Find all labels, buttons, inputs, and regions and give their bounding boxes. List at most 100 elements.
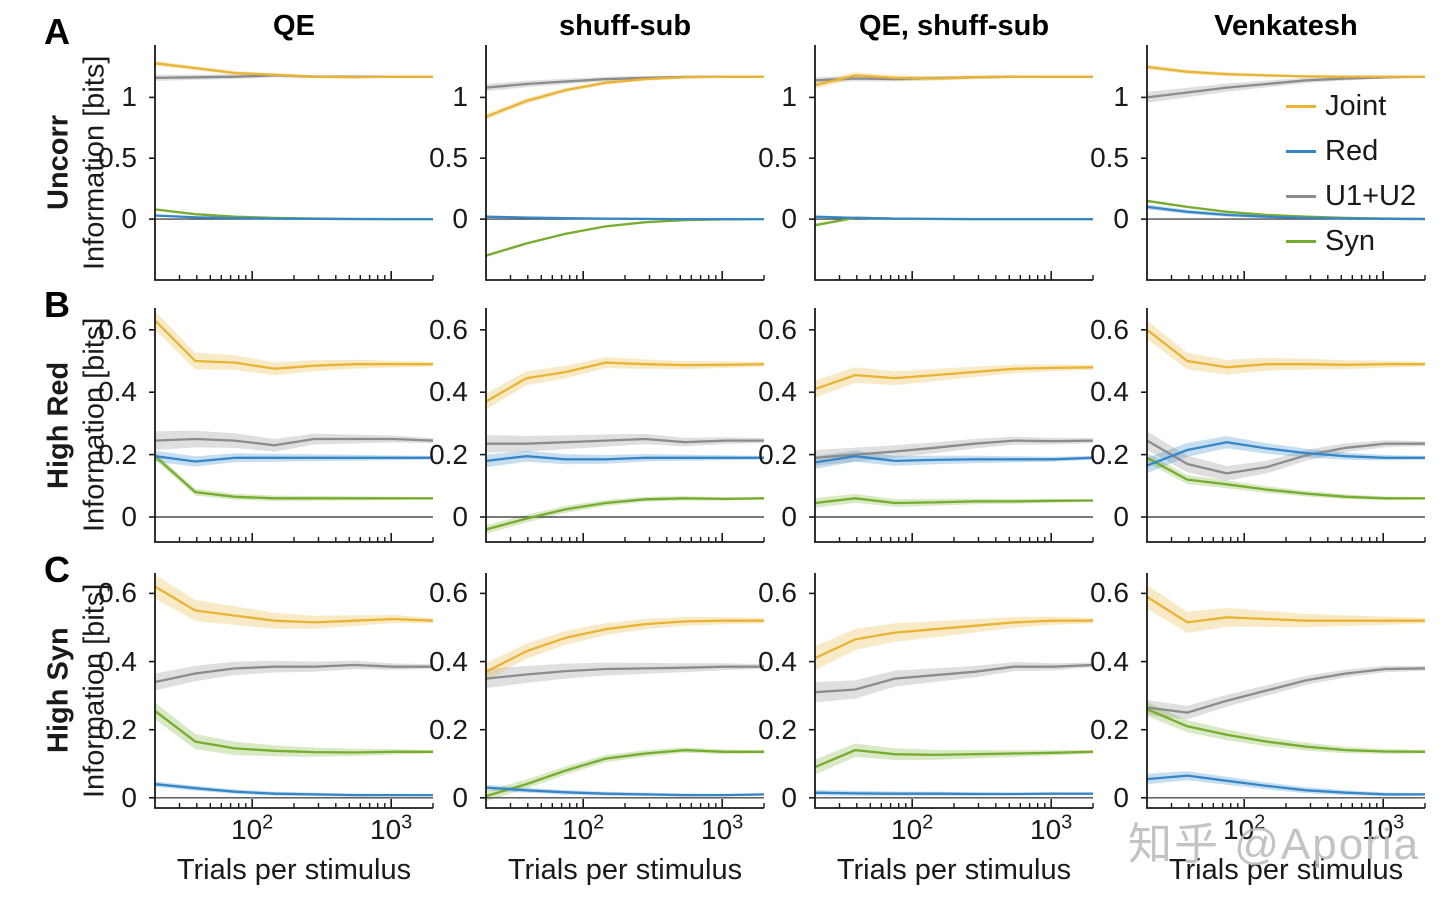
x-tick-base: 10 (1030, 814, 1062, 845)
y-tick-label: 0 (452, 781, 468, 813)
y-tick-label: 0.5 (98, 142, 137, 174)
y-tick-label: 0.6 (429, 577, 468, 609)
band-joint (815, 364, 1093, 398)
line-u1u2 (815, 663, 1093, 694)
x-tick-label: 103 (1353, 811, 1413, 846)
band-joint (486, 617, 764, 681)
y-tick-label: 0.6 (429, 313, 468, 345)
band-u1u2 (815, 436, 1093, 466)
y-tick-label: 0 (781, 203, 797, 235)
line-u1u2 (155, 663, 433, 684)
line-joint (155, 585, 433, 624)
line-syn (486, 217, 764, 257)
panel-C-Venkatesh (1141, 573, 1426, 809)
x-tick-base: 10 (231, 814, 263, 845)
column-title-0: QE (273, 10, 315, 42)
x-axis-label-1: Trials per stimulus (507, 854, 743, 886)
line-syn (815, 497, 1093, 505)
line-syn (155, 709, 433, 754)
band-joint (486, 357, 764, 410)
band-u1u2 (155, 73, 433, 81)
x-tick-label: 103 (361, 813, 421, 846)
y-tick-label: 0.6 (98, 577, 137, 609)
line-joint (486, 75, 764, 118)
line-u1u2 (155, 437, 433, 447)
legend-line-syn (1286, 239, 1316, 244)
line-joint (1147, 595, 1425, 624)
band-syn (155, 702, 433, 757)
panel-B-QE-shuff-sub (809, 308, 1094, 543)
column-title-2: QE, shuff-sub (858, 10, 1050, 42)
x-tick-exponent: 2 (593, 811, 605, 834)
line-red (815, 455, 1093, 464)
y-tick-label: 0.6 (758, 577, 797, 609)
line-syn (155, 455, 433, 500)
x-tick-exponent: 2 (262, 811, 274, 834)
y-tick-label: 0.2 (758, 438, 797, 470)
line-syn (1147, 708, 1425, 753)
line-red (155, 214, 433, 221)
line-red (155, 455, 433, 463)
x-tick-exponent: 3 (1393, 811, 1405, 834)
y-tick-label: 0.4 (98, 376, 137, 408)
y-tick-label: 0.2 (429, 438, 468, 470)
y-tick-label: 0 (452, 203, 468, 235)
band-red (1147, 436, 1425, 474)
band-red (486, 784, 764, 797)
x-axis-label-3: Trials per stimulus (1168, 854, 1404, 886)
line-u1u2 (1147, 439, 1425, 475)
y-tick-label: 0 (121, 781, 137, 813)
legend-item-u1u2: U1+U2 (1286, 174, 1416, 219)
panel-letter-B: B (44, 284, 70, 325)
y-tick-label: 0.2 (1090, 713, 1129, 745)
y-tick-label: 0.6 (98, 313, 137, 345)
y-tick-label: 0.6 (1090, 577, 1129, 609)
band-red (155, 781, 433, 797)
legend-line-red (1286, 149, 1316, 154)
x-tick-exponent: 2 (1254, 811, 1266, 834)
y-tick-label: 0.5 (1090, 142, 1129, 174)
x-tick-base: 10 (701, 814, 733, 845)
line-red (155, 783, 433, 797)
line-u1u2 (815, 439, 1093, 459)
x-tick-label: 102 (882, 811, 942, 846)
band-u1u2 (486, 662, 764, 689)
line-joint (1147, 65, 1425, 78)
y-tick-label: 0 (781, 501, 797, 533)
legend-line-u1u2 (1286, 194, 1316, 199)
legend-line-joint (1286, 104, 1316, 109)
y-tick-label: 1 (452, 81, 468, 113)
x-tick-exponent: 2 (922, 811, 934, 834)
band-syn (815, 743, 1093, 775)
legend: Joint Red U1+U2 Syn (1286, 84, 1416, 264)
row-label-a: Uncorr (42, 114, 75, 211)
y-tick-label: 0 (1113, 203, 1129, 235)
band-joint (1147, 584, 1425, 633)
band-joint (1147, 320, 1425, 375)
row-label-c: High Syn (42, 627, 75, 754)
x-tick-base: 10 (1362, 814, 1394, 845)
legend-item-red: Red (1286, 129, 1416, 174)
panel-A-shuff-sub (480, 45, 765, 281)
y-tick-label: 0.4 (429, 645, 468, 677)
legend-label-syn: Syn (1325, 225, 1375, 257)
x-tick-label: 102 (222, 811, 282, 846)
y-tick-label: 0 (1113, 501, 1129, 533)
line-red (1147, 205, 1425, 221)
legend-item-syn: Syn (1286, 219, 1416, 264)
y-tick-label: 0.4 (98, 645, 137, 677)
line-syn (815, 748, 1093, 769)
line-red (486, 455, 764, 463)
y-tick-label: 0.4 (1090, 645, 1129, 677)
x-tick-exponent: 3 (1061, 811, 1073, 834)
x-tick-base: 10 (1223, 814, 1255, 845)
y-tick-label: 0.5 (758, 142, 797, 174)
panel-B-Venkatesh (1141, 308, 1426, 543)
y-tick-label: 1 (781, 81, 797, 113)
x-axis-label-0: Trials per stimulus (176, 854, 412, 886)
line-red (1147, 441, 1425, 467)
line-u1u2 (1147, 667, 1425, 714)
y-tick-label: 0.4 (1090, 376, 1129, 408)
row-label-b: High Red (42, 361, 75, 489)
line-red (815, 215, 1093, 221)
